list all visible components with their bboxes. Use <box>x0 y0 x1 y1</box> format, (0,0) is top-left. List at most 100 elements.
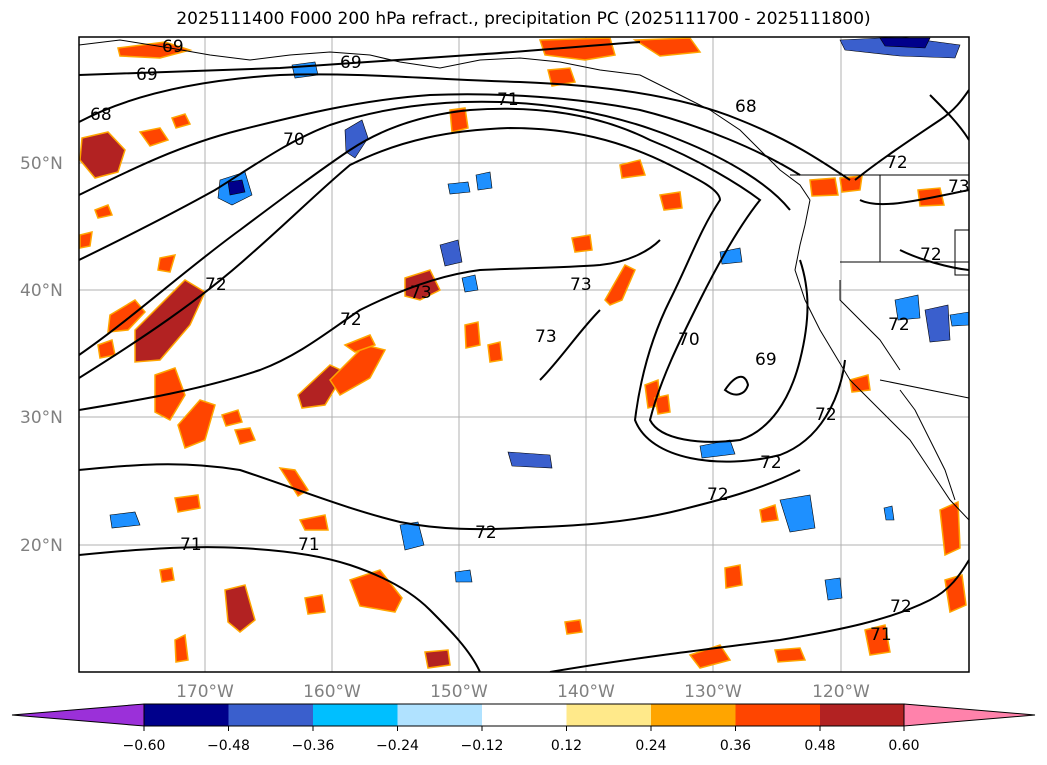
precip-neg-blob <box>399 521 425 551</box>
colorbar-extend-low <box>11 703 145 727</box>
contour-label: 72 <box>707 485 729 505</box>
precip-neg-blob <box>824 577 843 601</box>
state-border <box>954 229 969 276</box>
lon-label-160w: 160°W <box>303 682 361 702</box>
contour-label: 72 <box>920 245 942 265</box>
precip-blob <box>604 264 636 306</box>
precip-neg-blob <box>949 311 969 327</box>
contour-label: 73 <box>948 177 970 197</box>
colorbar-label: 0.36 <box>720 738 751 754</box>
lat-label-40n: 40°N <box>20 281 63 301</box>
precip-blob <box>233 427 257 445</box>
coastline-na-west <box>794 199 969 521</box>
contour-line <box>79 73 851 181</box>
precip-blob <box>343 334 377 353</box>
precip-blob <box>174 633 189 663</box>
precip-blob <box>174 494 201 513</box>
precip-neg-blob <box>779 494 816 533</box>
precip-blob <box>177 399 216 449</box>
contour-label: 71 <box>870 625 892 645</box>
precip-blob <box>654 394 671 415</box>
precip-neg-blob <box>447 181 471 195</box>
contour-label: 69 <box>136 65 158 85</box>
precip-blob <box>849 374 871 393</box>
contour-line <box>854 89 969 181</box>
contour-label: 73 <box>535 327 557 347</box>
contour-line <box>859 189 969 206</box>
colorbar-segment <box>820 704 904 726</box>
lon-label-150w: 150°W <box>430 682 488 702</box>
precip-blob <box>349 569 403 613</box>
precip-neg-blob <box>227 179 246 196</box>
precip-blob <box>939 500 961 557</box>
contour-label: 71 <box>497 90 519 110</box>
precip-blob <box>107 299 147 333</box>
precip-blob <box>79 131 126 179</box>
colorbar-label: −0.60 <box>123 738 166 754</box>
precip-blob <box>79 231 93 249</box>
map-title: 2025111400 F000 200 hPa refract., precip… <box>176 9 871 29</box>
contour-line <box>539 309 601 381</box>
colorbar: −0.60 −0.48 −0.36 −0.24 −0.12 0.12 0.24 … <box>11 703 1036 754</box>
precip-blob <box>404 269 442 301</box>
precip-blob <box>278 467 310 498</box>
contour-label: 68 <box>90 105 112 125</box>
precip-blob <box>632 37 702 57</box>
precip-blob <box>464 321 481 349</box>
lon-label-170w: 170°W <box>176 682 234 702</box>
precip-blob <box>221 409 243 427</box>
precip-blob <box>224 584 256 633</box>
us-mexico-border <box>879 379 969 399</box>
precip-neg-blob <box>461 274 479 293</box>
colorbar-label: −0.24 <box>376 738 419 754</box>
colorbar-label: −0.12 <box>461 738 504 754</box>
precip-neg-blob <box>883 505 895 521</box>
colorbar-label: 0.12 <box>551 738 582 754</box>
contour-label: 72 <box>815 405 837 425</box>
precip-blob <box>864 624 891 656</box>
precip-neg-blob <box>291 61 319 79</box>
contour-label: 73 <box>410 283 432 303</box>
contour-line <box>79 546 481 672</box>
precip-blob <box>839 175 863 193</box>
colorbar-segment <box>735 704 820 726</box>
precip-blob <box>564 619 583 635</box>
precip-blob <box>759 504 779 523</box>
state-border <box>839 280 901 371</box>
contour-label: 72 <box>340 310 362 330</box>
precip-neg-blob <box>924 304 951 343</box>
coastline-alaska <box>79 39 811 201</box>
colorbar-segment <box>313 704 398 726</box>
contour-label: 72 <box>890 597 912 617</box>
colorbar-border <box>143 703 905 727</box>
lon-label-120w: 120°W <box>812 682 870 702</box>
precip-blob <box>134 279 206 363</box>
contour-label: 71 <box>180 535 202 555</box>
contour-label: 70 <box>678 330 700 350</box>
precip-negative <box>109 37 969 601</box>
contour-line <box>899 249 969 271</box>
lat-label-20n: 20°N <box>20 536 63 556</box>
colorbar-segment <box>397 704 482 726</box>
map-border <box>78 36 970 673</box>
colorbar-label: 0.24 <box>635 738 666 754</box>
colorbar-segment <box>566 704 651 726</box>
contour-line <box>79 463 801 531</box>
contour-label: 72 <box>475 523 497 543</box>
contour-labels: 69 69 69 68 68 70 71 72 72 72 72 72 72 7… <box>90 37 970 645</box>
precip-neg-blob <box>439 239 463 267</box>
contour-label: 70 <box>283 130 305 150</box>
contour-label: 72 <box>888 315 910 335</box>
precip-blob <box>449 107 469 133</box>
precip-neg-blob <box>507 451 553 469</box>
precip-neg-blob <box>109 511 141 529</box>
colorbar-segment <box>482 704 567 726</box>
precip-blob <box>538 37 616 61</box>
contour-label: 69 <box>162 37 184 57</box>
contour-label: 72 <box>886 153 908 173</box>
precip-blob <box>138 127 170 147</box>
precip-blob <box>774 647 807 663</box>
contour-label: 72 <box>205 275 227 295</box>
precip-blob <box>424 649 451 669</box>
precip-neg-blob <box>475 171 493 191</box>
